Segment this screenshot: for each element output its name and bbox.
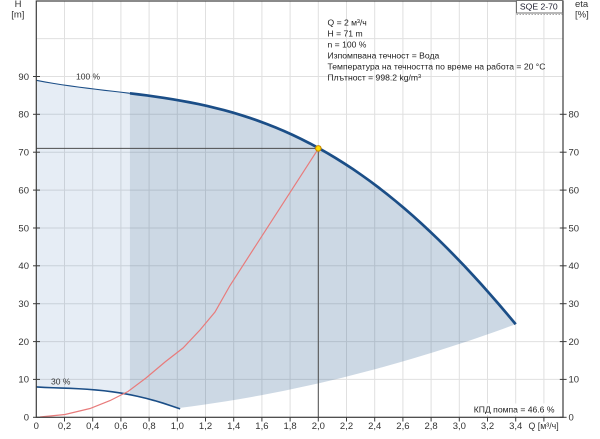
svg-text:20: 20 [18,337,29,348]
svg-text:0: 0 [34,421,39,432]
svg-text:Q = 2 м³/ч: Q = 2 м³/ч [328,18,367,28]
svg-text:0,6: 0,6 [114,421,127,432]
svg-text:2,8: 2,8 [424,421,437,432]
svg-text:H: H [15,0,22,10]
svg-text:Плътност = 998.2 kg/m³: Плътност = 998.2 kg/m³ [328,73,422,83]
svg-text:1,8: 1,8 [283,421,296,432]
svg-text:20: 20 [569,337,580,348]
svg-text:10: 10 [18,375,29,386]
svg-text:2,4: 2,4 [368,421,381,432]
svg-text:3,0: 3,0 [453,421,466,432]
svg-text:2,2: 2,2 [340,421,353,432]
svg-text:2,0: 2,0 [312,421,325,432]
svg-text:Изпомпвана течност = Вода: Изпомпвана течност = Вода [328,51,440,61]
svg-text:50: 50 [18,223,29,234]
svg-text:3,4: 3,4 [509,421,522,432]
svg-text:80: 80 [18,110,29,121]
svg-text:1,4: 1,4 [227,421,240,432]
svg-text:30: 30 [569,299,580,310]
svg-text:eta: eta [575,0,589,10]
svg-text:60: 60 [569,185,580,196]
svg-text:1,6: 1,6 [255,421,268,432]
svg-text:10: 10 [569,375,580,386]
svg-text:0,8: 0,8 [142,421,155,432]
svg-text:[m]: [m] [11,9,24,20]
svg-text:60: 60 [18,185,29,196]
svg-text:50: 50 [569,223,580,234]
svg-text:70: 70 [18,148,29,159]
svg-text:Q [м³/ч]: Q [м³/ч] [529,421,559,431]
svg-text:0,4: 0,4 [86,421,99,432]
svg-text:30: 30 [18,299,29,310]
svg-text:0,2: 0,2 [58,421,71,432]
svg-text:90: 90 [18,72,29,83]
svg-text:n = 100 %: n = 100 % [328,40,367,50]
svg-text:[%]: [%] [575,9,589,20]
svg-text:80: 80 [569,110,580,121]
svg-text:Температура на течността по вр: Температура на течността по време на раб… [328,62,546,72]
svg-text:H = 71 m: H = 71 m [328,29,363,39]
svg-text:100 %: 100 % [76,71,101,81]
svg-text:0: 0 [24,413,29,424]
svg-text:0: 0 [569,413,574,424]
svg-text:70: 70 [569,148,580,159]
svg-text:30 %: 30 % [51,377,71,387]
svg-text:2,6: 2,6 [396,421,409,432]
svg-text:SQE 2-70: SQE 2-70 [520,2,558,12]
svg-text:3,2: 3,2 [481,421,494,432]
svg-text:40: 40 [18,261,29,272]
svg-text:1,2: 1,2 [199,421,212,432]
svg-text:40: 40 [569,261,580,272]
svg-text:1,0: 1,0 [171,421,184,432]
svg-text:КПД помпа = 46.6 %: КПД помпа = 46.6 % [474,405,555,415]
